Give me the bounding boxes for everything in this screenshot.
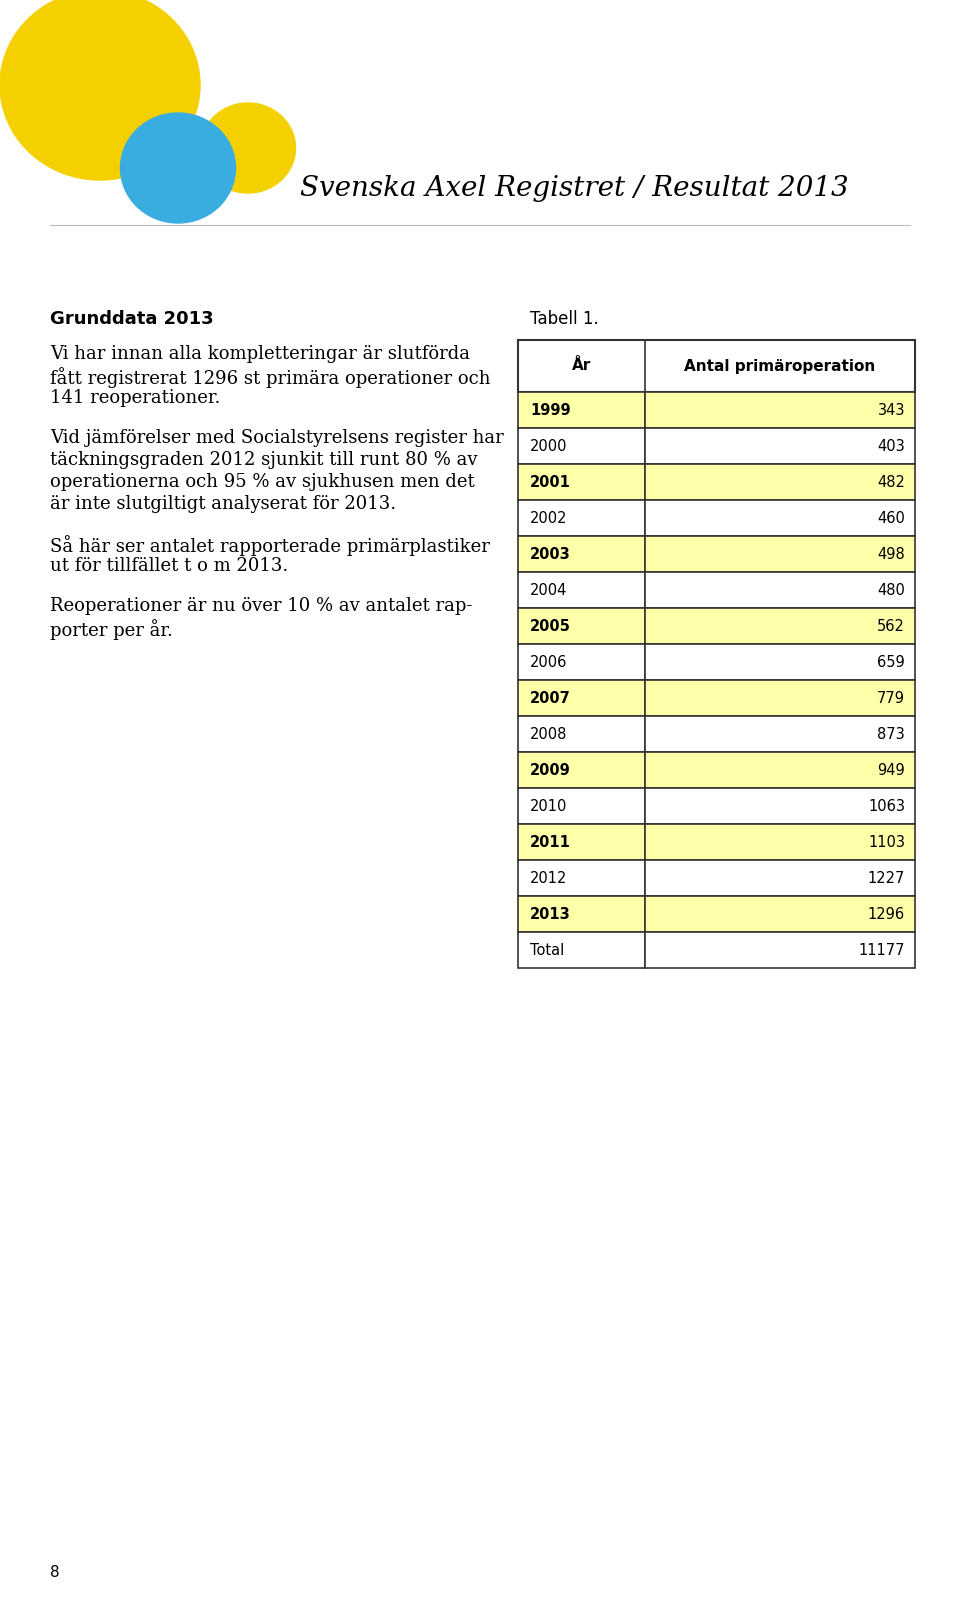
Text: 2002: 2002 bbox=[530, 510, 567, 525]
Text: Reoperationer är nu över 10 % av antalet rap-: Reoperationer är nu över 10 % av antalet… bbox=[50, 597, 472, 615]
FancyBboxPatch shape bbox=[518, 787, 645, 824]
Text: Vi har innan alla kompletteringar är slutförda: Vi har innan alla kompletteringar är slu… bbox=[50, 345, 470, 362]
Text: täckningsgraden 2012 sjunkit till runt 80 % av: täckningsgraden 2012 sjunkit till runt 8… bbox=[50, 451, 477, 469]
Text: 873: 873 bbox=[877, 726, 905, 742]
Text: 1063: 1063 bbox=[868, 799, 905, 813]
Text: 2003: 2003 bbox=[530, 546, 571, 562]
Text: Total: Total bbox=[530, 942, 564, 958]
Text: 11177: 11177 bbox=[858, 942, 905, 958]
Text: 141 reoperationer.: 141 reoperationer. bbox=[50, 390, 221, 407]
Text: 779: 779 bbox=[877, 691, 905, 705]
Text: 480: 480 bbox=[877, 583, 905, 597]
Text: är inte slutgiltigt analyserat för 2013.: är inte slutgiltigt analyserat för 2013. bbox=[50, 494, 396, 514]
FancyBboxPatch shape bbox=[645, 572, 915, 609]
Text: 562: 562 bbox=[877, 618, 905, 633]
Text: 1103: 1103 bbox=[868, 834, 905, 850]
FancyBboxPatch shape bbox=[645, 428, 915, 464]
FancyBboxPatch shape bbox=[518, 897, 645, 932]
FancyBboxPatch shape bbox=[645, 536, 915, 572]
Text: 460: 460 bbox=[877, 510, 905, 525]
FancyBboxPatch shape bbox=[645, 824, 915, 860]
FancyBboxPatch shape bbox=[518, 932, 645, 968]
Text: 2001: 2001 bbox=[530, 475, 571, 489]
Text: 2013: 2013 bbox=[530, 906, 571, 921]
FancyBboxPatch shape bbox=[518, 824, 645, 860]
Ellipse shape bbox=[121, 113, 235, 224]
Text: Svenska Axel Registret / Resultat 2013: Svenska Axel Registret / Resultat 2013 bbox=[300, 174, 849, 201]
Text: 2000: 2000 bbox=[530, 438, 567, 454]
Text: 482: 482 bbox=[877, 475, 905, 489]
Text: 498: 498 bbox=[877, 546, 905, 562]
Text: 343: 343 bbox=[877, 402, 905, 417]
Text: porter per år.: porter per år. bbox=[50, 618, 173, 639]
FancyBboxPatch shape bbox=[518, 340, 915, 391]
Text: fått registrerat 1296 st primära operationer och: fått registrerat 1296 st primära operati… bbox=[50, 367, 491, 388]
FancyBboxPatch shape bbox=[645, 501, 915, 536]
FancyBboxPatch shape bbox=[518, 609, 645, 644]
Text: 1296: 1296 bbox=[868, 906, 905, 921]
FancyBboxPatch shape bbox=[645, 752, 915, 787]
FancyBboxPatch shape bbox=[645, 679, 915, 716]
Text: 2008: 2008 bbox=[530, 726, 567, 742]
Text: Grunddata 2013: Grunddata 2013 bbox=[50, 311, 214, 328]
Text: operationerna och 95 % av sjukhusen men det: operationerna och 95 % av sjukhusen men … bbox=[50, 473, 475, 491]
Text: Så här ser antalet rapporterade primärplastiker: Så här ser antalet rapporterade primärpl… bbox=[50, 535, 490, 555]
FancyBboxPatch shape bbox=[518, 716, 645, 752]
Text: Antal primäroperation: Antal primäroperation bbox=[684, 359, 876, 374]
FancyBboxPatch shape bbox=[645, 644, 915, 679]
FancyBboxPatch shape bbox=[645, 787, 915, 824]
Text: 659: 659 bbox=[877, 655, 905, 670]
Text: 403: 403 bbox=[877, 438, 905, 454]
Text: Tabell 1.: Tabell 1. bbox=[530, 311, 599, 328]
FancyBboxPatch shape bbox=[645, 464, 915, 501]
Text: 1999: 1999 bbox=[530, 402, 570, 417]
FancyBboxPatch shape bbox=[645, 860, 915, 897]
Text: 2010: 2010 bbox=[530, 799, 567, 813]
Text: Vid jämförelser med Socialstyrelsens register har: Vid jämförelser med Socialstyrelsens reg… bbox=[50, 428, 504, 448]
Text: 949: 949 bbox=[877, 763, 905, 778]
Ellipse shape bbox=[201, 103, 296, 193]
Text: 2012: 2012 bbox=[530, 871, 567, 886]
FancyBboxPatch shape bbox=[645, 932, 915, 968]
Text: 2011: 2011 bbox=[530, 834, 571, 850]
Text: 2007: 2007 bbox=[530, 691, 571, 705]
Text: 2009: 2009 bbox=[530, 763, 571, 778]
FancyBboxPatch shape bbox=[518, 501, 645, 536]
FancyBboxPatch shape bbox=[518, 752, 645, 787]
FancyBboxPatch shape bbox=[518, 860, 645, 897]
FancyBboxPatch shape bbox=[518, 644, 645, 679]
FancyBboxPatch shape bbox=[645, 716, 915, 752]
Text: 2005: 2005 bbox=[530, 618, 571, 633]
Ellipse shape bbox=[0, 0, 200, 180]
FancyBboxPatch shape bbox=[518, 536, 645, 572]
FancyBboxPatch shape bbox=[518, 679, 645, 716]
Text: 8: 8 bbox=[50, 1565, 60, 1579]
FancyBboxPatch shape bbox=[518, 464, 645, 501]
FancyBboxPatch shape bbox=[518, 572, 645, 609]
FancyBboxPatch shape bbox=[645, 609, 915, 644]
Text: ut för tillfället t o m 2013.: ut för tillfället t o m 2013. bbox=[50, 557, 288, 575]
Text: 2004: 2004 bbox=[530, 583, 567, 597]
Text: År: År bbox=[572, 359, 591, 374]
Text: 1227: 1227 bbox=[868, 871, 905, 886]
FancyBboxPatch shape bbox=[645, 897, 915, 932]
Text: 2006: 2006 bbox=[530, 655, 567, 670]
FancyBboxPatch shape bbox=[645, 391, 915, 428]
FancyBboxPatch shape bbox=[518, 428, 645, 464]
FancyBboxPatch shape bbox=[518, 391, 645, 428]
